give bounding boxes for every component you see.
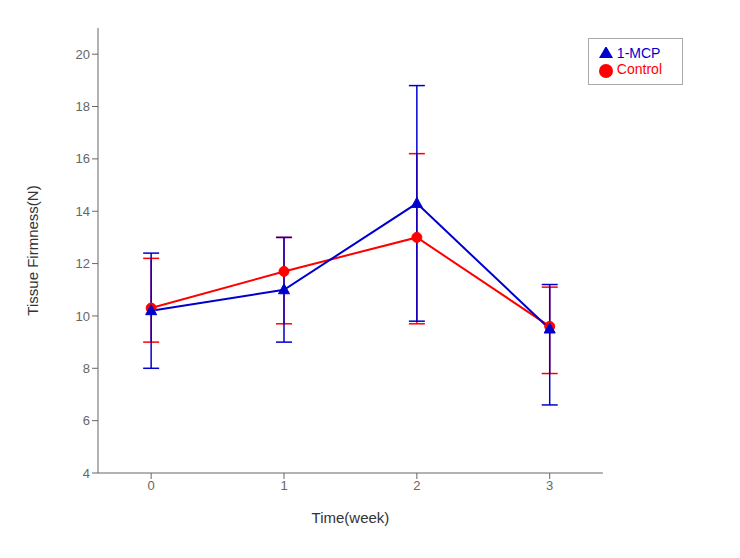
svg-text:2: 2 bbox=[413, 478, 420, 493]
svg-text:3: 3 bbox=[546, 478, 553, 493]
svg-text:8: 8 bbox=[83, 361, 90, 376]
svg-text:Time(week): Time(week) bbox=[312, 509, 390, 526]
svg-text:Tissue Firmness(N): Tissue Firmness(N) bbox=[24, 185, 41, 315]
svg-text:4: 4 bbox=[83, 466, 90, 481]
svg-text:16: 16 bbox=[76, 151, 90, 166]
html-text:1-MCP: 1-MCP bbox=[616, 45, 661, 61]
svg-text:18: 18 bbox=[76, 99, 90, 114]
svg-text:12: 12 bbox=[76, 256, 90, 271]
svg-text:20: 20 bbox=[76, 47, 90, 62]
html-text:Control: Control bbox=[616, 61, 662, 78]
svg-text:14: 14 bbox=[76, 204, 90, 219]
svg-text:6: 6 bbox=[83, 413, 90, 428]
svg-text:0: 0 bbox=[148, 478, 155, 493]
svg-text:10: 10 bbox=[76, 309, 90, 324]
svg-text:1: 1 bbox=[280, 478, 287, 493]
